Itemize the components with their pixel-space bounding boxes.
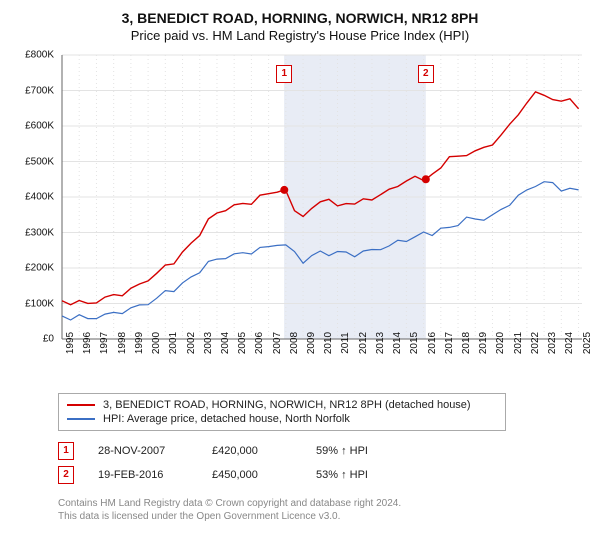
y-tick-label: £700K <box>25 85 54 96</box>
license-text: Contains HM Land Registry data © Crown c… <box>58 497 586 531</box>
x-tick-label: 2014 <box>392 332 403 354</box>
legend-swatch <box>67 418 95 420</box>
x-tick-label: 2012 <box>358 332 369 354</box>
sale-date: 19-FEB-2016 <box>98 469 188 481</box>
legend-swatch <box>67 404 95 406</box>
license-line: This data is licensed under the Open Gov… <box>58 510 586 523</box>
x-tick-label: 2021 <box>513 332 524 354</box>
chart-svg <box>14 49 586 341</box>
sale-hpi: 59% ↑ HPI <box>316 445 406 457</box>
x-tick-label: 2019 <box>478 332 489 354</box>
y-tick-label: £100K <box>25 298 54 309</box>
x-tick-label: 2003 <box>203 332 214 354</box>
x-tick-label: 2005 <box>237 332 248 354</box>
x-tick-label: 2013 <box>375 332 386 354</box>
y-tick-label: £200K <box>25 263 54 274</box>
x-tick-label: 2010 <box>323 332 334 354</box>
license-line: Contains HM Land Registry data © Crown c… <box>58 497 586 510</box>
y-tick-label: £300K <box>25 227 54 238</box>
sale-price: £450,000 <box>212 469 292 481</box>
sale-row: 2 19-FEB-2016 £450,000 53% ↑ HPI <box>58 463 586 487</box>
chart-subtitle: Price paid vs. HM Land Registry's House … <box>14 28 586 43</box>
x-tick-label: 2024 <box>564 332 575 354</box>
y-tick-label: £800K <box>25 50 54 61</box>
x-tick-label: 2007 <box>272 332 283 354</box>
x-tick-label: 2015 <box>409 332 420 354</box>
sale-marker-icon: 1 <box>58 442 74 460</box>
y-tick-label: £600K <box>25 121 54 132</box>
legend-item: HPI: Average price, detached house, Nort… <box>67 412 497 426</box>
x-tick-label: 2008 <box>289 332 300 354</box>
chart-container: 3, BENEDICT ROAD, HORNING, NORWICH, NR12… <box>0 0 600 531</box>
x-tick-label: 2017 <box>444 332 455 354</box>
y-tick-label: £500K <box>25 156 54 167</box>
legend: 3, BENEDICT ROAD, HORNING, NORWICH, NR12… <box>58 393 506 431</box>
legend-label: HPI: Average price, detached house, Nort… <box>103 413 350 425</box>
sale-row: 1 28-NOV-2007 £420,000 59% ↑ HPI <box>58 439 586 463</box>
x-tick-label: 2011 <box>340 332 351 354</box>
x-tick-label: 2022 <box>530 332 541 354</box>
sales-table: 1 28-NOV-2007 £420,000 59% ↑ HPI 2 19-FEB-201… <box>58 439 586 487</box>
x-tick-label: 2018 <box>461 332 472 354</box>
sale-marker-icon: 2 <box>58 466 74 484</box>
legend-item: 3, BENEDICT ROAD, HORNING, NORWICH, NR12… <box>67 398 497 412</box>
x-tick-label: 2025 <box>582 332 593 354</box>
x-tick-label: 1995 <box>65 332 76 354</box>
x-tick-label: 2023 <box>547 332 558 354</box>
x-tick-label: 2004 <box>220 332 231 354</box>
x-tick-label: 2009 <box>306 332 317 354</box>
x-tick-label: 1996 <box>82 332 93 354</box>
x-tick-label: 2006 <box>254 332 265 354</box>
sale-date: 28-NOV-2007 <box>98 445 188 457</box>
y-tick-label: £0 <box>43 334 54 345</box>
x-tick-label: 2001 <box>168 332 179 354</box>
legend-label: 3, BENEDICT ROAD, HORNING, NORWICH, NR12… <box>103 399 471 411</box>
sale-hpi: 53% ↑ HPI <box>316 469 406 481</box>
x-tick-label: 1999 <box>134 332 145 354</box>
plot-area: £0 £100K £200K £300K £400K £500K £600K £700K £80… <box>14 49 586 387</box>
sale-marker: 2 <box>418 65 434 83</box>
x-tick-label: 2002 <box>186 332 197 354</box>
x-tick-label: 1997 <box>99 332 110 354</box>
chart-title: 3, BENEDICT ROAD, HORNING, NORWICH, NR12… <box>14 10 586 26</box>
sale-marker: 1 <box>276 65 292 83</box>
x-tick-label: 1998 <box>117 332 128 354</box>
x-tick-label: 2020 <box>495 332 506 354</box>
x-tick-label: 2000 <box>151 332 162 354</box>
y-tick-label: £400K <box>25 192 54 203</box>
x-tick-label: 2016 <box>427 332 438 354</box>
sale-price: £420,000 <box>212 445 292 457</box>
